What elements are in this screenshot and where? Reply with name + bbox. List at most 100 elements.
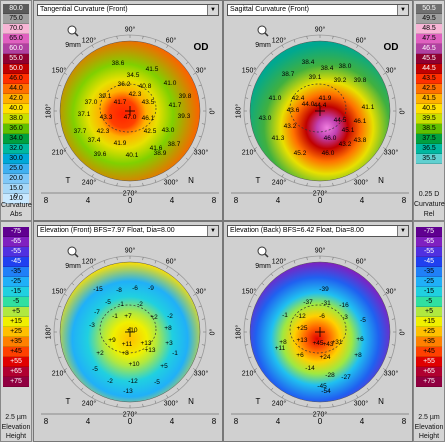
- scale-label-height: Height: [418, 433, 440, 440]
- dropdown-value: Tangential Curvature (Front): [40, 6, 128, 13]
- curvature-rel-scale: 50.5 49.5 48.5 47.5 46.5 45.5 44.5 43.5 42.5 41.5…: [413, 0, 445, 221]
- scale-cell: -35: [416, 267, 442, 277]
- scale-cell: +5: [416, 307, 442, 317]
- scale-cell: 45.5: [416, 54, 442, 64]
- scale-cell: -75: [3, 227, 29, 237]
- scale-cell: 44.0: [3, 84, 29, 94]
- scale-label-step: 2.5 µm: [418, 414, 440, 421]
- scale-cell: 25.0: [3, 164, 29, 174]
- scale-label-elevation: Elevation: [414, 424, 444, 431]
- scale-label-step: 2.5 µm: [5, 414, 27, 421]
- panel-elevation-front: Elevation (Front) BFS=7.97 Float, Dia=8.…: [33, 221, 223, 442]
- chevron-down-icon[interactable]: ▼: [207, 226, 218, 236]
- scale-cell: 35.5: [416, 154, 442, 164]
- scale-cell: 50.0: [3, 64, 29, 74]
- scale-cell: +55: [3, 357, 29, 367]
- scale-cell: +35: [416, 337, 442, 347]
- elevation-scale-left: -75 -65 -55 -45 -35 -25 -15 -5 +5 +15 +25 +35 +45 +55…: [0, 221, 32, 442]
- scale-cell: 41.5: [416, 94, 442, 104]
- panel-tangential: Tangential Curvature (Front) ▼: [33, 0, 223, 221]
- scale-label-step: 0.25 D: [418, 191, 440, 198]
- scale-cell: 40.0: [3, 104, 29, 114]
- scale-cell: 42.5: [416, 84, 442, 94]
- scale-label-height: Height: [5, 433, 27, 440]
- scale-cell: -5: [3, 297, 29, 307]
- scale-label-curvature: Curvature: [1, 202, 32, 209]
- scale-label-elevation: Elevation: [1, 424, 31, 431]
- scale-cell: +15: [3, 317, 29, 327]
- scale-cell: 32.0: [3, 144, 29, 154]
- scale-cell: -45: [416, 257, 442, 267]
- curvature-abs-scale: 80.0 75.0 70.0 65.0 60.0 55.0 50.0 46.0 44.0 42.0…: [0, 0, 32, 221]
- scale-cell: 80.0: [3, 4, 29, 14]
- scale-cell: 15.0: [3, 184, 29, 194]
- scale-cell: +55: [416, 357, 442, 367]
- scale-cell: 38.5: [416, 124, 442, 134]
- scale-cell: 36.0: [3, 124, 29, 134]
- scale-cell: -35: [3, 267, 29, 277]
- scale-cell: -55: [3, 247, 29, 257]
- dropdown-value: Elevation (Back) BFS=6.42 Float, Dia=8.0…: [230, 227, 364, 234]
- scale-cell: 60.0: [3, 44, 29, 54]
- scale-cell: 30.0: [3, 154, 29, 164]
- scale-cell: 48.5: [416, 24, 442, 34]
- scale-cell: 46.5: [416, 44, 442, 54]
- scale-cell: 36.5: [416, 144, 442, 154]
- scale-cell: +65: [3, 367, 29, 377]
- scale-cell: -65: [416, 237, 442, 247]
- map-type-dropdown[interactable]: Elevation (Back) BFS=6.42 Float, Dia=8.0…: [227, 225, 409, 237]
- panel-sagittal: Sagittal Curvature (Front) ▼: [223, 0, 413, 221]
- scale-cell: 40.5: [416, 104, 442, 114]
- scale-cell: 38.0: [3, 114, 29, 124]
- scale-cell: 10.0: [3, 194, 29, 204]
- scale-cell: +75: [3, 377, 29, 387]
- scale-cell: 70.0: [3, 24, 29, 34]
- scale-cell: -25: [416, 277, 442, 287]
- scale-cell: +15: [416, 317, 442, 327]
- scale-cell: +45: [416, 347, 442, 357]
- scale-cell: -45: [3, 257, 29, 267]
- chevron-down-icon[interactable]: ▼: [207, 5, 218, 15]
- scale-label-zero: 0: [14, 193, 18, 200]
- scale-cell: 49.5: [416, 14, 442, 24]
- scale-label-curvature: Curvature: [414, 201, 445, 208]
- scale-cell: 44.5: [416, 64, 442, 74]
- scale-cell: 65.0: [3, 34, 29, 44]
- scale-cell: +25: [3, 327, 29, 337]
- scale-label-rel: Rel: [423, 211, 435, 218]
- scale-cell: 55.0: [3, 54, 29, 64]
- map-type-dropdown[interactable]: Sagittal Curvature (Front) ▼: [227, 4, 409, 16]
- map-type-dropdown[interactable]: Elevation (Front) BFS=7.97 Float, Dia=8.…: [37, 225, 219, 237]
- scale-cell: 34.0: [3, 134, 29, 144]
- scale-cell: +45: [3, 347, 29, 357]
- scale-label-abs: Abs: [9, 211, 23, 218]
- chevron-down-icon[interactable]: ▼: [397, 226, 408, 236]
- scale-cell: 50.5: [416, 4, 442, 14]
- panel-elevation-back: Elevation (Back) BFS=6.42 Float, Dia=8.0…: [223, 221, 413, 442]
- scale-cell: 20.0: [3, 174, 29, 184]
- dropdown-value: Sagittal Curvature (Front): [230, 6, 309, 13]
- scale-cell: 75.0: [3, 14, 29, 24]
- dropdown-value: Elevation (Front) BFS=7.97 Float, Dia=8.…: [40, 227, 175, 234]
- scale-cell: +35: [3, 337, 29, 347]
- scale-cell: +5: [3, 307, 29, 317]
- scale-cell: -55: [416, 247, 442, 257]
- scale-cell: 43.5: [416, 74, 442, 84]
- scale-cell: -65: [3, 237, 29, 247]
- scale-cell: -15: [3, 287, 29, 297]
- scale-cell: +65: [416, 367, 442, 377]
- scale-cell: +75: [416, 377, 442, 387]
- scale-cell: +25: [416, 327, 442, 337]
- scale-cell: -25: [3, 277, 29, 287]
- scale-cell: 47.5: [416, 34, 442, 44]
- map-type-dropdown[interactable]: Tangential Curvature (Front) ▼: [37, 4, 219, 16]
- elevation-scale-right: -75 -65 -55 -45 -35 -25 -15 -5 +5 +15 +25 +35 +45 +55…: [413, 221, 445, 442]
- scale-cell: 46.0: [3, 74, 29, 84]
- scale-cell: -75: [416, 227, 442, 237]
- scale-cell: 39.5: [416, 114, 442, 124]
- scale-cell: 37.5: [416, 134, 442, 144]
- scale-cell: -15: [416, 287, 442, 297]
- scale-cell: 42.0: [3, 94, 29, 104]
- scale-cell: -5: [416, 297, 442, 307]
- chevron-down-icon[interactable]: ▼: [397, 5, 408, 15]
